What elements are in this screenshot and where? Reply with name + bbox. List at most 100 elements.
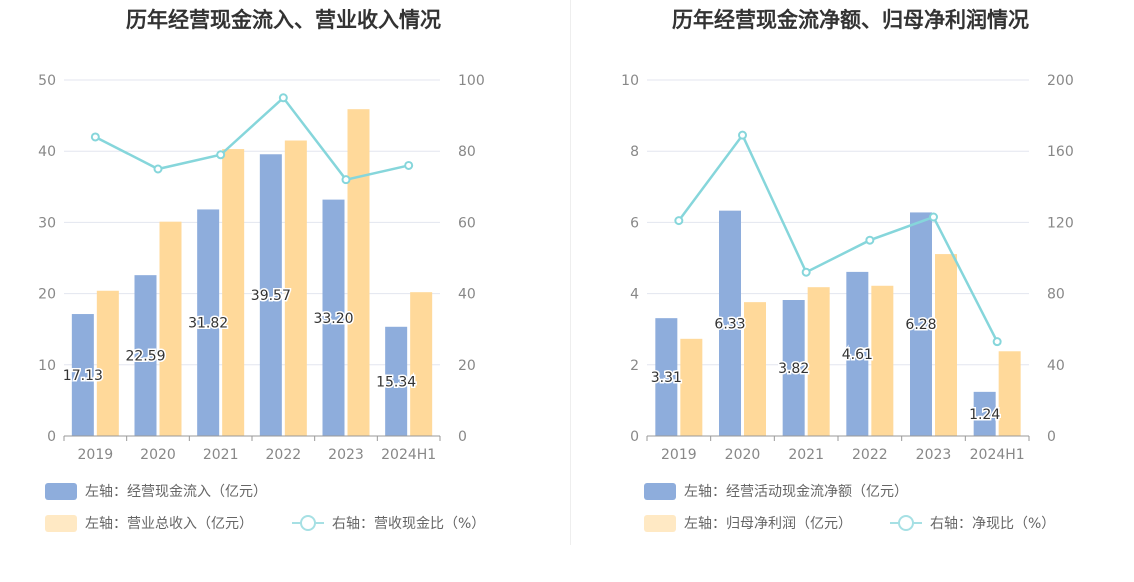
y-tick-left: 4 [630, 287, 639, 303]
x-tick-label: 2021 [203, 447, 239, 463]
x-tick-label: 2019 [78, 447, 114, 463]
x-tick-label: 2021 [788, 447, 824, 463]
bar-secondary [680, 338, 703, 436]
legend-swatch-orange [644, 514, 676, 532]
bar-secondary [935, 254, 957, 436]
x-tick-label: 2022 [266, 447, 302, 463]
chart-title-right: 历年经营现金流净额、归母净利润情况 [672, 8, 1029, 32]
x-tick-label: 2023 [916, 447, 952, 463]
legend-label: 左轴：经营活动现金流净额（亿元） [684, 484, 908, 500]
legend-label: 右轴：净现比（%） [930, 516, 1056, 532]
y-tick-right: 80 [1047, 287, 1065, 303]
bar-secondary [998, 351, 1021, 436]
bar-primary [719, 210, 741, 436]
bar-value-label: 6.28 [905, 317, 936, 333]
chart-left: 0 10 20 30 40 50 0 20 40 60 80 100 2019 2020 2021 2022 2… [38, 73, 485, 463]
legend-item-left-1[interactable]: 左轴：经营现金流入（亿元） [45, 481, 267, 501]
y-tick-left: 10 [38, 358, 56, 374]
legend-label: 左轴：经营现金流入（亿元） [85, 484, 267, 500]
x-tick-label: 2022 [852, 447, 888, 463]
x-tick-label: 2024H1 [381, 447, 436, 463]
ratio-point [216, 150, 226, 160]
ratio-point [865, 235, 875, 245]
bar-secondary [96, 290, 119, 436]
bar-value-label: 15.34 [376, 374, 416, 390]
x-tick-label: 2024H1 [970, 447, 1025, 463]
y-tick-right: 120 [1047, 215, 1074, 231]
y-tick-left: 50 [38, 73, 56, 89]
panel-divider [570, 0, 571, 545]
bar-value-label: 1.24 [969, 407, 1000, 423]
bar-value-label: 17.13 [63, 368, 103, 384]
bar-secondary [807, 287, 830, 436]
x-tick-label: 2023 [328, 447, 364, 463]
bar-value-label: 33.20 [313, 311, 353, 327]
legend-label: 左轴：归母净利润（亿元） [684, 516, 852, 532]
y-tick-left: 30 [38, 215, 56, 231]
ratio-point [801, 267, 811, 277]
bar-secondary [744, 302, 766, 436]
chart-title-left: 历年经营现金流入、营业收入情况 [126, 8, 441, 32]
legend-swatch-blue [45, 482, 77, 500]
bar-secondary [410, 292, 433, 436]
ratio-point [929, 212, 938, 222]
ratio-point [278, 93, 288, 103]
y-tick-right: 80 [458, 144, 476, 160]
chart-panel-left: 历年经营现金流入、营业收入情况 0 10 20 30 40 50 0 20 40 60 80 100 2… [38, 8, 485, 533]
bar-primary [973, 391, 996, 436]
legend-item-right-2[interactable]: 左轴：归母净利润（亿元） [644, 513, 852, 533]
bar-primary [322, 199, 345, 436]
bar-primary [134, 275, 157, 436]
chart-panel-right: 历年经营现金流净额、归母净利润情况 0 2 4 6 8 10 0 40 80 120 160 200 2… [567, 0, 1134, 582]
y-tick-right: 0 [458, 429, 467, 445]
y-tick-right: 40 [458, 287, 476, 303]
ratio-point [738, 130, 747, 140]
bar-primary [71, 314, 94, 436]
legend-swatch-orange [45, 514, 77, 532]
bar-primary [197, 209, 220, 436]
y-tick-left: 8 [630, 144, 639, 160]
bar-secondary [222, 149, 245, 436]
legend-item-left-2[interactable]: 左轴：营业总收入（亿元） [45, 513, 253, 533]
x-tick-label: 2020 [140, 447, 176, 463]
legend-item-right-1[interactable]: 左轴：经营活动现金流净额（亿元） [644, 481, 908, 501]
legend-item-left-3[interactable]: 右轴：营收现金比（%） [292, 513, 485, 533]
bar-secondary [871, 285, 894, 436]
bar-value-label: 31.82 [188, 316, 228, 332]
y-tick-right: 60 [458, 215, 476, 231]
y-tick-right: 20 [458, 358, 476, 374]
y-tick-left: 2 [630, 358, 639, 374]
ratio-point [341, 175, 351, 185]
bar-secondary [159, 221, 182, 436]
y-tick-left: 0 [47, 429, 56, 445]
y-tick-right: 160 [1047, 144, 1074, 160]
bar-primary [910, 212, 932, 436]
legend-item-right-3[interactable]: 右轴：净现比（%） [890, 513, 1055, 533]
legend-line-icon [890, 514, 922, 532]
bar-primary [782, 300, 805, 436]
chart-right: 0 2 4 6 8 10 0 40 80 120 160 200 2019 2020 2021 2022 202… [621, 73, 1074, 463]
ratio-point [90, 132, 100, 142]
bar-secondary [284, 140, 307, 436]
legend-label: 右轴：营收现金比（%） [332, 516, 486, 532]
y-tick-right: 200 [1047, 73, 1074, 89]
ratio-point [153, 164, 163, 174]
ratio-point [992, 337, 1002, 347]
y-tick-right: 100 [458, 73, 485, 89]
bar-primary [259, 154, 282, 436]
ratio-line [677, 132, 999, 343]
y-tick-left: 6 [630, 215, 639, 231]
y-tick-left: 40 [38, 144, 56, 160]
ratio-point [404, 160, 414, 170]
ratio-line [94, 95, 409, 182]
legend-line-icon [292, 514, 324, 532]
y-tick-left: 20 [38, 287, 56, 303]
bar-value-label: 4.61 [842, 347, 873, 363]
bar-value-label: 22.59 [125, 349, 165, 365]
bar-primary [385, 326, 408, 436]
y-tick-right: 0 [1047, 429, 1056, 445]
bar-value-label: 39.57 [251, 288, 291, 304]
bar-value-label: 3.82 [778, 361, 809, 377]
legend-swatch-blue [644, 482, 676, 500]
legend-label: 左轴：营业总收入（亿元） [85, 516, 253, 532]
